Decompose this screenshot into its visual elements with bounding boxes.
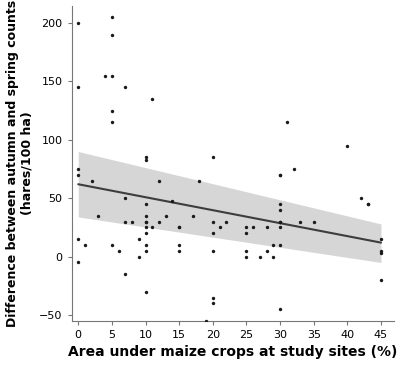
Point xyxy=(156,219,162,224)
Point xyxy=(75,20,82,26)
Point xyxy=(142,224,149,230)
Point xyxy=(142,213,149,219)
Point xyxy=(196,178,202,184)
Point xyxy=(378,248,384,254)
Point xyxy=(142,230,149,236)
Point xyxy=(277,306,283,312)
Point xyxy=(75,84,82,90)
Point xyxy=(264,224,270,230)
Point xyxy=(142,219,149,224)
Point xyxy=(243,254,250,260)
Point xyxy=(216,224,223,230)
Point xyxy=(277,219,283,224)
Point xyxy=(109,108,115,114)
Point xyxy=(176,242,182,248)
Point xyxy=(210,300,216,306)
Point xyxy=(149,224,156,230)
Point xyxy=(378,250,384,256)
Point xyxy=(75,236,82,242)
Point xyxy=(243,248,250,254)
Point xyxy=(122,84,128,90)
Point xyxy=(95,213,102,219)
Point xyxy=(297,219,304,224)
Point xyxy=(264,248,270,254)
Point xyxy=(142,154,149,160)
Point xyxy=(142,157,149,163)
Point xyxy=(277,172,283,178)
Point xyxy=(109,32,115,38)
Point xyxy=(378,277,384,283)
Point xyxy=(257,254,263,260)
Point xyxy=(243,224,250,230)
Point xyxy=(88,178,95,184)
Point xyxy=(136,236,142,242)
Point xyxy=(277,242,283,248)
Point xyxy=(129,219,135,224)
X-axis label: Area under maize crops at study sites (%): Area under maize crops at study sites (%… xyxy=(68,345,398,360)
Point xyxy=(210,248,216,254)
Point xyxy=(176,248,182,254)
Point xyxy=(210,295,216,300)
Point xyxy=(162,213,169,219)
Point xyxy=(378,236,384,242)
Point xyxy=(136,254,142,260)
Point xyxy=(358,195,364,201)
Point xyxy=(250,224,256,230)
Y-axis label: Difference between autumn and spring counts
(hares/100 ha): Difference between autumn and spring cou… xyxy=(6,0,34,327)
Point xyxy=(122,195,128,201)
Point xyxy=(344,143,350,149)
Point xyxy=(82,242,88,248)
Point xyxy=(223,219,230,224)
Point xyxy=(102,73,108,78)
Point xyxy=(75,172,82,178)
Point xyxy=(109,14,115,20)
Point xyxy=(277,207,283,213)
Point xyxy=(364,201,371,207)
Point xyxy=(210,154,216,160)
Point xyxy=(284,119,290,125)
Point xyxy=(122,271,128,277)
Point xyxy=(310,219,317,224)
Point xyxy=(109,242,115,248)
Point xyxy=(142,219,149,224)
Point xyxy=(277,172,283,178)
Point xyxy=(243,230,250,236)
Point xyxy=(190,213,196,219)
Point xyxy=(277,224,283,230)
Point xyxy=(210,230,216,236)
Point xyxy=(75,260,82,265)
Point xyxy=(176,224,182,230)
Point xyxy=(203,318,209,324)
Point xyxy=(270,242,276,248)
Point xyxy=(364,201,371,207)
Point xyxy=(156,178,162,184)
Point xyxy=(142,201,149,207)
Point xyxy=(277,201,283,207)
Point xyxy=(75,166,82,172)
Point xyxy=(176,224,182,230)
Point xyxy=(142,248,149,254)
Point xyxy=(169,198,176,204)
Point xyxy=(270,254,276,260)
Point xyxy=(142,289,149,295)
Point xyxy=(210,219,216,224)
Point xyxy=(277,219,283,224)
Point xyxy=(109,119,115,125)
Point xyxy=(122,219,128,224)
Point xyxy=(142,242,149,248)
Point xyxy=(290,166,297,172)
Point xyxy=(109,73,115,78)
Point xyxy=(149,96,156,102)
Point xyxy=(116,248,122,254)
